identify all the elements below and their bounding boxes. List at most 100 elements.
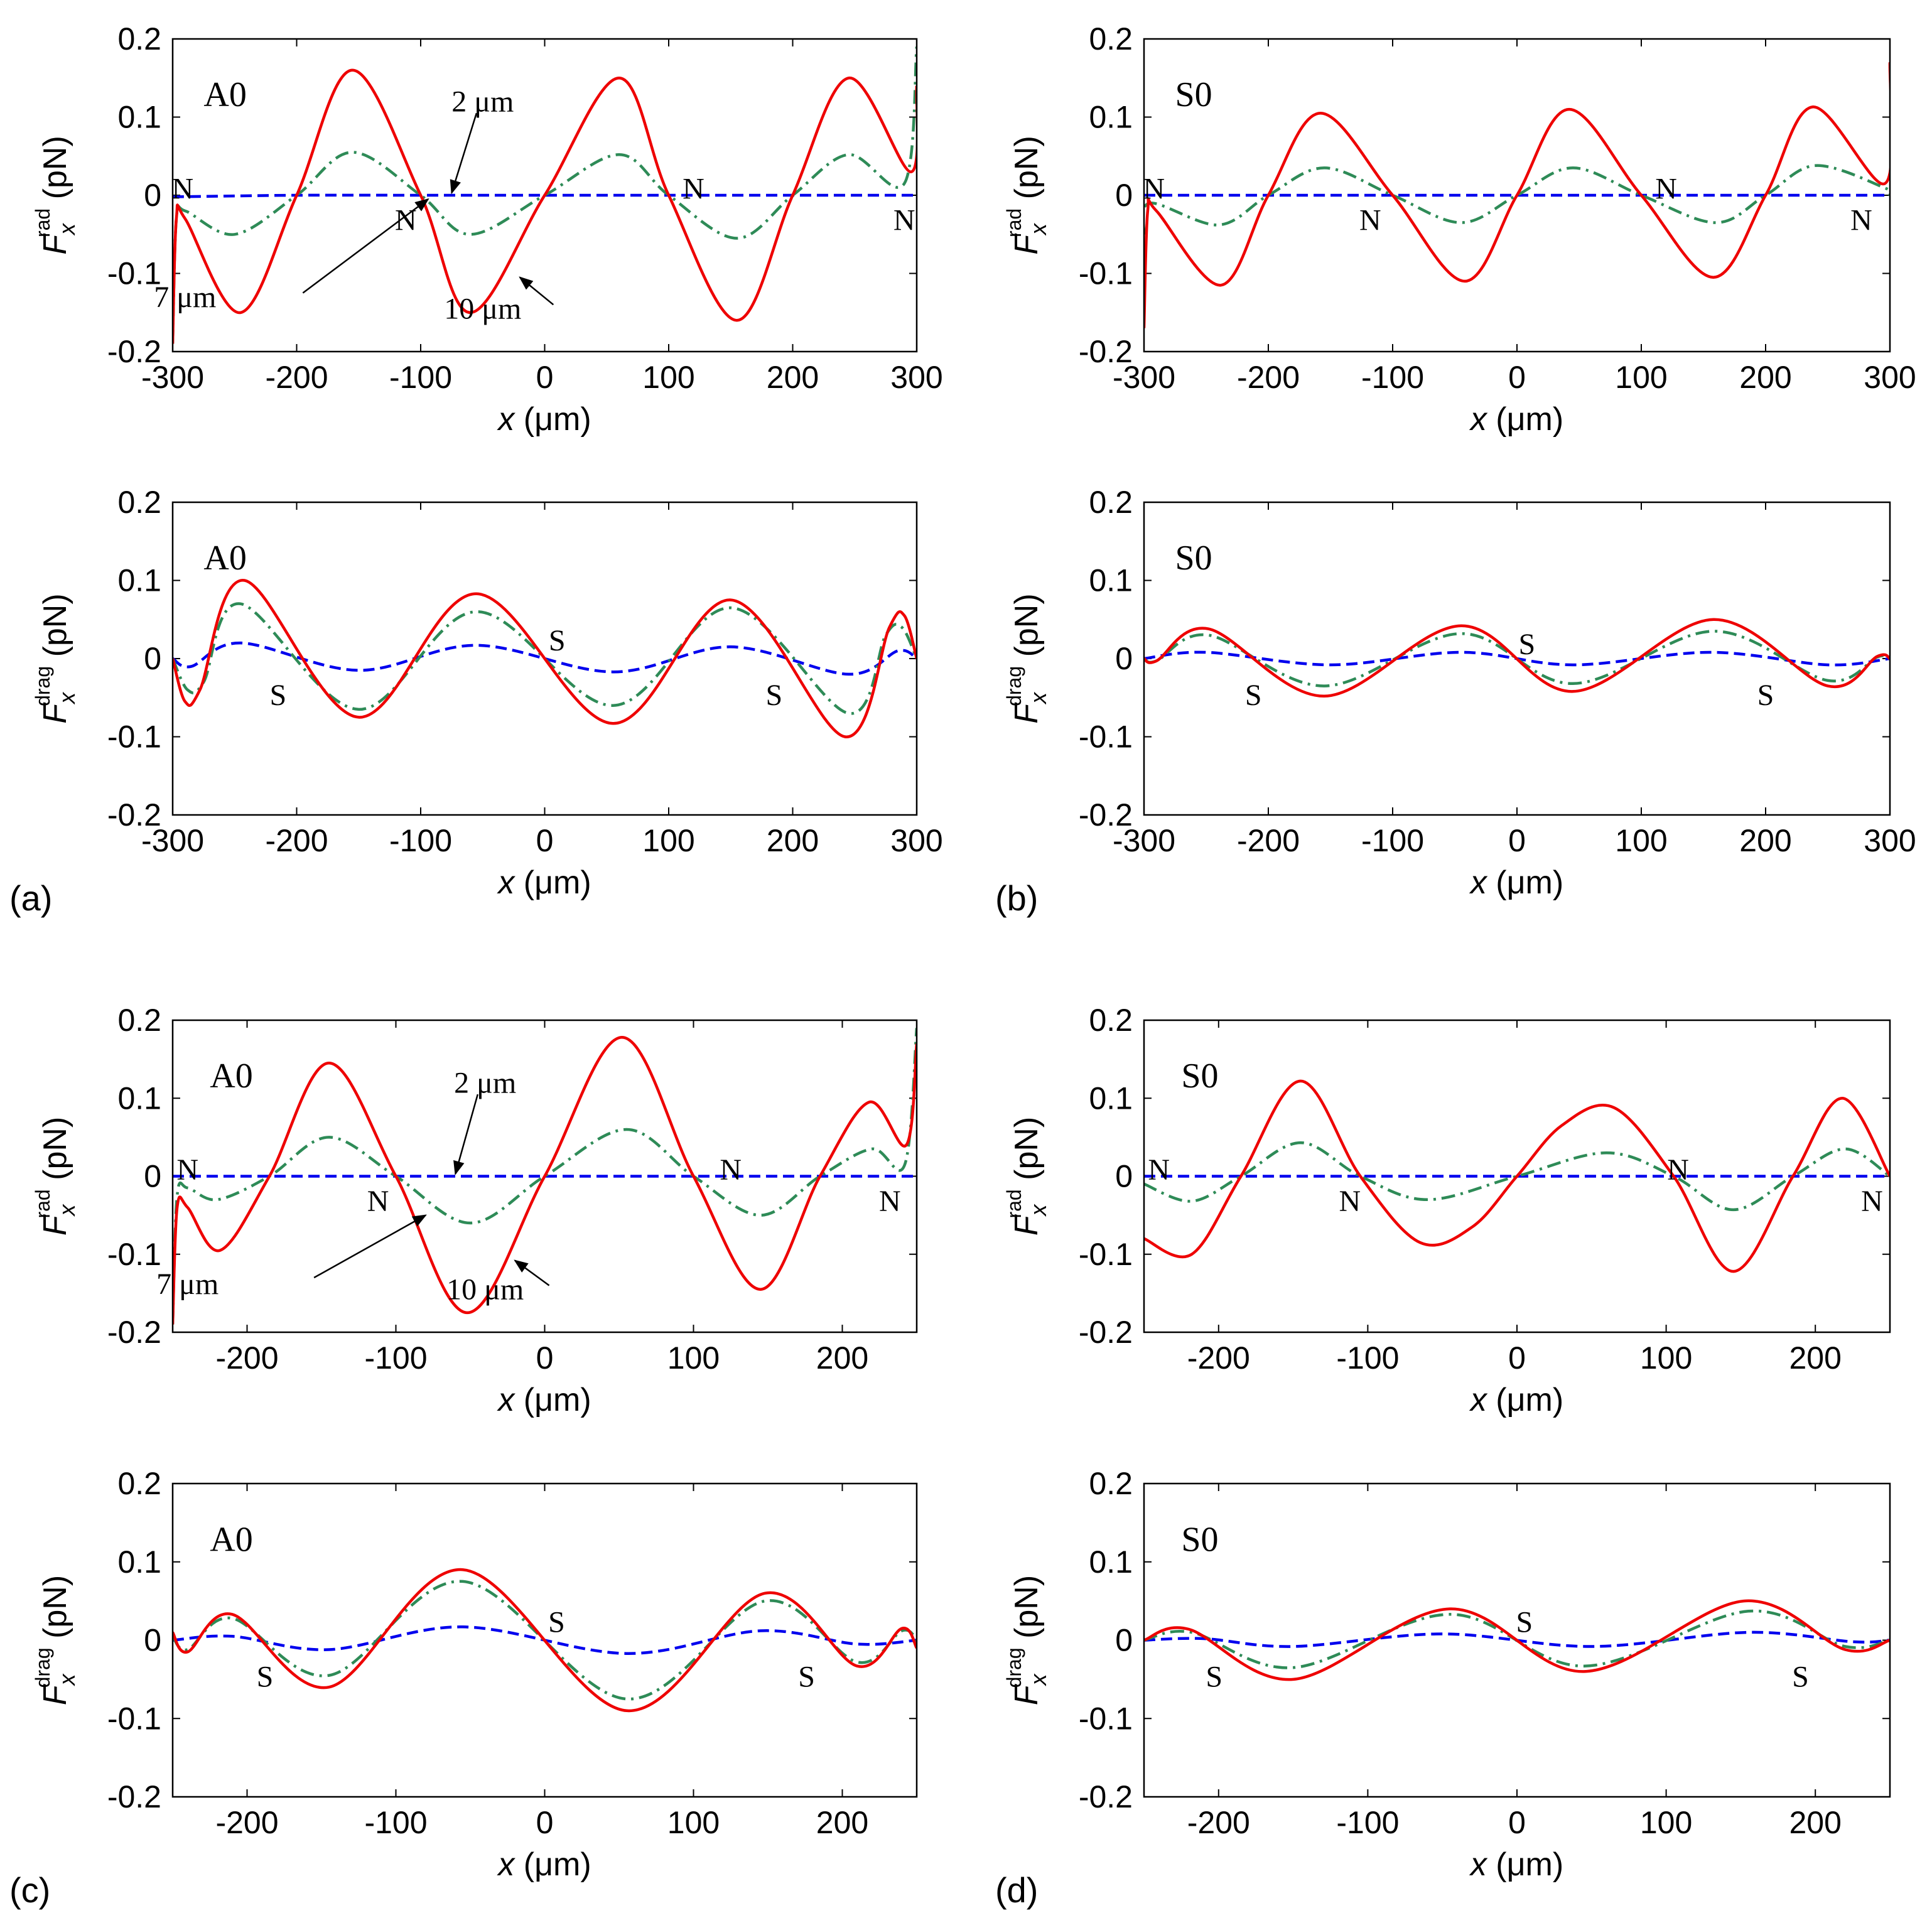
node-label: N <box>1667 1153 1689 1187</box>
y-tick-label: 0 <box>144 1159 161 1194</box>
panel-label-a: (a) <box>9 878 52 918</box>
y-axis-sup: drag <box>1003 666 1025 706</box>
x-tick-label: 0 <box>536 360 554 395</box>
series-line <box>1144 1599 1890 1681</box>
y-axis-label: Fxdrag (pN) <box>31 1575 80 1705</box>
stagnation-label: S <box>798 1661 815 1694</box>
x-tick-label: 200 <box>816 1805 868 1840</box>
x-tick-label: -300 <box>141 360 204 395</box>
x-tick-label: 100 <box>642 360 694 395</box>
y-tick-label: 0 <box>144 641 161 676</box>
node-label: N <box>683 173 704 206</box>
y-tick-label: 0.2 <box>1089 1003 1133 1038</box>
x-tick-label: 300 <box>1864 823 1916 858</box>
x-axis-unit: (μm) <box>514 1382 591 1418</box>
series-line <box>173 1028 917 1325</box>
series-group <box>173 579 917 738</box>
y-axis-var: F <box>37 233 73 255</box>
y-tick-label: 0 <box>144 178 161 213</box>
stagnation-label: S <box>1245 679 1262 712</box>
x-axis-unit: (μm) <box>514 1846 591 1883</box>
y-tick-label: -0.2 <box>107 1779 161 1814</box>
y-tick-label: 0.2 <box>1089 21 1133 57</box>
series-line <box>173 46 917 344</box>
y-tick-label: 0 <box>1115 641 1133 676</box>
y-tick-label: -0.1 <box>107 719 161 755</box>
x-axis-label: x (μm) <box>1469 401 1563 438</box>
y-tick-label: -0.2 <box>1079 1315 1133 1350</box>
y-tick-label: 0.1 <box>117 1080 161 1116</box>
x-tick-label: 200 <box>767 823 819 858</box>
y-axis-sub: x <box>1025 1204 1051 1217</box>
x-tick-label: -100 <box>389 360 452 395</box>
y-axis-sup: rad <box>1003 1189 1025 1218</box>
plot-frame <box>171 501 918 816</box>
y-axis-var: F <box>37 1683 73 1705</box>
x-tick-label: -100 <box>1336 1805 1399 1840</box>
x-tick-label: -300 <box>1113 360 1175 395</box>
x-axis-var: x <box>496 865 515 901</box>
x-tick-label: -100 <box>1361 823 1424 858</box>
x-tick-label: -200 <box>1237 823 1300 858</box>
y-axis-var: F <box>1008 1214 1045 1236</box>
node-label: N <box>367 1185 389 1218</box>
node-label: N <box>1861 1185 1883 1218</box>
chart-panel-a-drag: -0.2 -0.1 0 0.1 0.2 -300 -200 -100 0 100 200 300 x (… <box>31 485 943 901</box>
series-group <box>1144 1599 1890 1681</box>
node-label: N <box>1339 1185 1361 1218</box>
series-line <box>1144 650 1890 667</box>
x-axis-var: x <box>496 1382 515 1418</box>
y-axis-unit: (pN) <box>1008 593 1045 666</box>
series-group <box>1144 1079 1890 1273</box>
y-axis-sub: x <box>54 1204 80 1217</box>
x-tick-label: 100 <box>1615 823 1667 858</box>
y-tick-label: -0.2 <box>1079 797 1133 832</box>
y-axis-var: F <box>1008 1683 1045 1705</box>
series-group <box>173 1028 917 1325</box>
x-tick-label: -200 <box>1237 360 1300 395</box>
y-tick-label: 0.1 <box>117 563 161 598</box>
y-axis-label: Fxrad (pN) <box>1003 136 1051 255</box>
x-tick-label: 200 <box>767 360 819 395</box>
y-tick-label: 0.1 <box>117 100 161 135</box>
y-tick-label: 0.1 <box>1089 1544 1133 1580</box>
y-axis-sub: x <box>1025 691 1051 705</box>
series-group <box>173 1568 917 1713</box>
y-axis-label: Fxdrag (pN) <box>1003 593 1051 723</box>
chart-panel-a-rad: -0.2 -0.1 0 0.1 0.2 -300 -200 -100 0 100 200 300 x (… <box>31 21 943 438</box>
series-line <box>1144 1141 1890 1212</box>
x-tick-label: 0 <box>536 1340 554 1376</box>
annotation-arrow <box>313 1214 427 1279</box>
size-label: 2 μm <box>454 1066 516 1099</box>
y-tick-label: 0.2 <box>117 21 161 57</box>
stagnation-label: S <box>1516 1605 1533 1639</box>
mode-label: S0 <box>1181 1057 1218 1096</box>
node-label: N <box>1359 203 1381 237</box>
annotation-arrow <box>453 1094 479 1175</box>
x-axis-label: x (μm) <box>1469 865 1563 901</box>
y-tick-label: 0 <box>1115 1159 1133 1194</box>
x-axis-var: x <box>1469 1846 1488 1883</box>
stagnation-label: S <box>257 1661 274 1694</box>
x-axis-unit: (μm) <box>514 401 591 438</box>
stagnation-label: S <box>270 679 287 712</box>
x-axis-var: x <box>496 401 515 438</box>
size-label: 7 μm <box>154 281 216 314</box>
series-group <box>1144 62 1890 328</box>
y-axis-var: F <box>1008 233 1045 255</box>
mode-label: A0 <box>203 75 246 114</box>
stagnation-label: S <box>1757 679 1774 712</box>
x-tick-label: -200 <box>265 823 328 858</box>
plot-frame <box>171 1482 918 1798</box>
stagnation-label: S <box>1518 628 1535 661</box>
x-tick-label: -200 <box>1187 1805 1250 1840</box>
y-axis-sup: rad <box>31 1189 54 1218</box>
y-tick-label: -0.2 <box>107 797 161 832</box>
mode-label: S0 <box>1175 75 1212 114</box>
series-line <box>1144 164 1890 235</box>
y-axis-unit: (pN) <box>37 1575 73 1648</box>
node-label: N <box>893 203 915 237</box>
